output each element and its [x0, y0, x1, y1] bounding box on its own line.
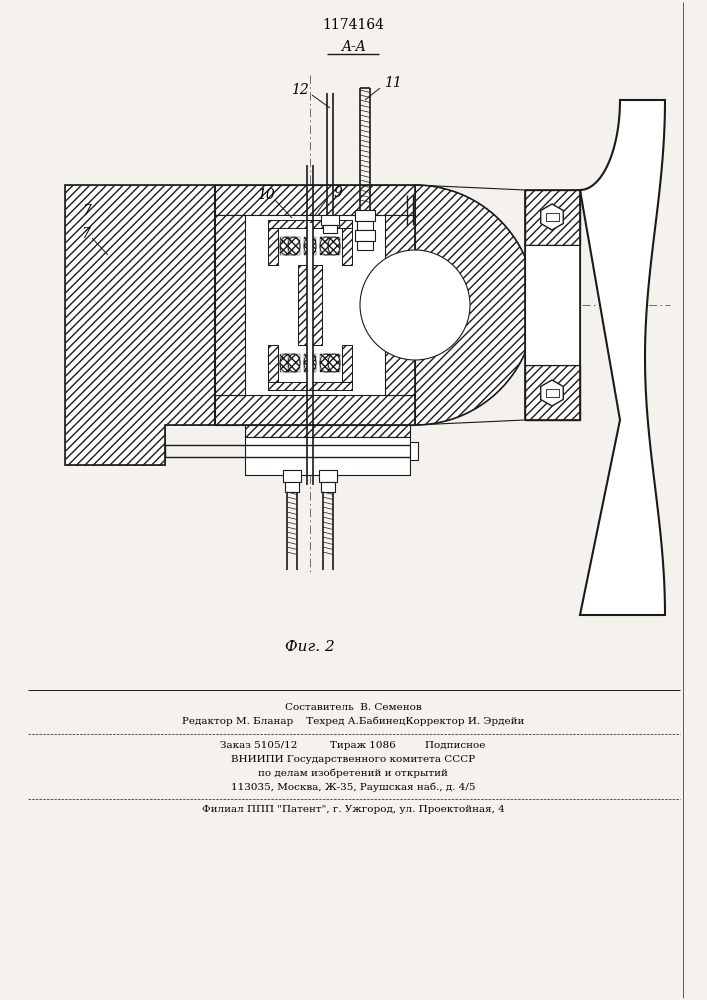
Text: Фиг. 2: Фиг. 2: [285, 640, 335, 654]
Text: ВНИИПИ Государственного комитета СССР: ВНИИПИ Государственного комитета СССР: [231, 755, 475, 764]
Bar: [319, 470, 337, 482]
Polygon shape: [268, 220, 352, 228]
Text: 7: 7: [82, 204, 91, 218]
Polygon shape: [215, 395, 415, 425]
Bar: [245, 215, 385, 395]
Ellipse shape: [288, 237, 300, 255]
Bar: [525, 245, 580, 365]
Ellipse shape: [320, 237, 332, 255]
Polygon shape: [215, 215, 245, 395]
Bar: [304, 237, 316, 255]
Bar: [288, 237, 300, 255]
Bar: [283, 470, 301, 482]
Text: Заказ 5105/12          Тираж 1086         Подписное: Заказ 5105/12 Тираж 1086 Подписное: [221, 741, 486, 750]
Polygon shape: [342, 345, 352, 390]
Bar: [357, 241, 373, 250]
Polygon shape: [385, 215, 415, 395]
Ellipse shape: [304, 354, 316, 372]
Bar: [304, 354, 316, 372]
Ellipse shape: [288, 354, 300, 372]
Text: Составитель  В. Семенов: Составитель В. Семенов: [285, 703, 421, 712]
Bar: [245, 437, 410, 475]
Polygon shape: [580, 100, 665, 615]
Circle shape: [360, 250, 470, 360]
Polygon shape: [268, 345, 278, 390]
Bar: [355, 230, 375, 241]
Polygon shape: [298, 265, 322, 345]
Bar: [328, 237, 340, 255]
Bar: [328, 354, 340, 372]
Bar: [546, 389, 559, 397]
Bar: [280, 237, 292, 255]
Text: 12: 12: [291, 83, 309, 97]
Bar: [321, 482, 335, 492]
Polygon shape: [268, 220, 278, 265]
Bar: [546, 213, 559, 221]
Text: 1174164: 1174164: [322, 18, 384, 32]
Ellipse shape: [328, 237, 340, 255]
Text: 113035, Москва, Ж-35, Раушская наб., д. 4/5: 113035, Москва, Ж-35, Раушская наб., д. …: [230, 783, 475, 792]
Bar: [321, 215, 339, 225]
Polygon shape: [541, 380, 563, 406]
Ellipse shape: [328, 354, 340, 372]
Polygon shape: [415, 185, 535, 425]
Text: A-A: A-A: [341, 40, 366, 54]
Ellipse shape: [280, 237, 292, 255]
Bar: [280, 354, 292, 372]
Text: 9: 9: [334, 186, 342, 200]
Text: 10: 10: [257, 188, 275, 202]
Ellipse shape: [304, 237, 316, 255]
Bar: [285, 482, 299, 492]
Text: Редактор М. Бланар    Техред А.БабинецКорректор И. Эрдейи: Редактор М. Бланар Техред А.БабинецКорре…: [182, 717, 524, 726]
Ellipse shape: [280, 354, 292, 372]
Text: по делам изобретений и открытий: по делам изобретений и открытий: [258, 769, 448, 778]
Polygon shape: [525, 365, 580, 420]
Bar: [410, 442, 418, 460]
Ellipse shape: [320, 354, 332, 372]
Text: 7: 7: [81, 227, 90, 241]
Polygon shape: [65, 185, 215, 465]
Bar: [320, 354, 332, 372]
Polygon shape: [342, 220, 352, 265]
Polygon shape: [268, 382, 352, 390]
Bar: [355, 210, 375, 221]
Polygon shape: [525, 190, 580, 245]
Polygon shape: [541, 204, 563, 230]
Text: 11: 11: [384, 76, 402, 90]
Bar: [307, 223, 313, 387]
Text: Филиал ППП "Патент", г. Ужгород, ул. Проектойная, 4: Филиал ППП "Патент", г. Ужгород, ул. Про…: [201, 805, 504, 814]
Bar: [357, 221, 373, 230]
Polygon shape: [215, 185, 415, 215]
Bar: [320, 237, 332, 255]
Bar: [323, 225, 337, 233]
Polygon shape: [245, 425, 410, 437]
Bar: [288, 354, 300, 372]
